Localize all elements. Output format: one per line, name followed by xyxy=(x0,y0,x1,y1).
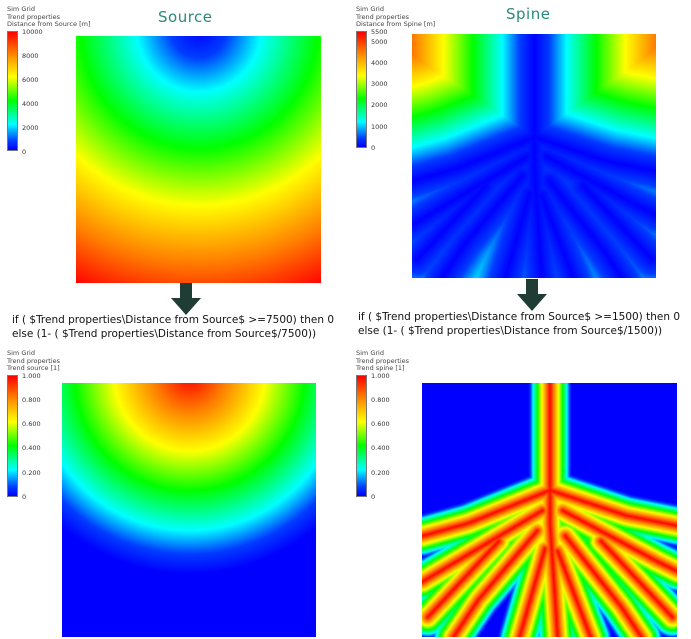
tick-label: 0 xyxy=(371,144,376,152)
spine-colorbar-ticks: 5500 5000 4000 3000 2000 1000 0 xyxy=(371,28,401,153)
trend-spine-colorbar xyxy=(356,375,367,497)
trend-source-panel: Sim Grid Trend properties Trend source [… xyxy=(0,345,345,639)
source-legend-header: Sim Grid Trend properties Distance from … xyxy=(7,5,91,29)
legend-line-property: Trend source [1] xyxy=(7,364,60,373)
tick-label: 1.000 xyxy=(22,372,41,380)
source-panel: Sim Grid Trend properties Distance from … xyxy=(0,0,345,290)
tick-label: 5500 xyxy=(371,28,388,36)
tick-label: 5000 xyxy=(371,38,388,46)
spine-title: Spine xyxy=(506,5,551,23)
trend-source-legend-header: Sim Grid Trend properties Trend source [… xyxy=(7,349,61,373)
formula-line: if ( $Trend properties\Distance from Sou… xyxy=(358,311,681,323)
trend-spine-map xyxy=(422,383,677,637)
tick-label: 4000 xyxy=(371,59,388,67)
source-map xyxy=(76,36,321,283)
legend-line-folder: Trend properties xyxy=(7,356,61,365)
source-colorbar xyxy=(7,31,18,151)
tick-label: 2000 xyxy=(22,124,39,132)
tick-label: 2000 xyxy=(371,101,388,109)
trend-source-colorbar-ticks: 1.000 0.800 0.600 0.400 0.200 0 xyxy=(22,372,52,502)
down-arrow-icon xyxy=(171,283,201,315)
legend-line-folder: Trend properties xyxy=(356,356,410,365)
legend-line-grid: Sim Grid xyxy=(356,349,384,357)
tick-label: 1.000 xyxy=(371,372,390,380)
legend-line-property: Distance from Source [m] xyxy=(7,20,91,29)
tick-label: 0.400 xyxy=(371,444,390,452)
tick-label: 6000 xyxy=(22,76,39,84)
formula-line: if ( $Trend properties\Distance from Sou… xyxy=(12,314,335,326)
tick-label: 10000 xyxy=(22,28,43,36)
trend-spine-legend-header: Sim Grid Trend properties Trend spine [1… xyxy=(356,349,410,373)
spine-legend-header: Sim Grid Trend properties Distance from … xyxy=(356,5,436,29)
tick-label: 0.200 xyxy=(371,469,390,477)
spine-colorbar xyxy=(356,31,367,148)
tick-label: 0 xyxy=(22,493,27,501)
tick-label: 8000 xyxy=(22,52,39,60)
tick-label: 0.800 xyxy=(22,396,41,404)
tick-label: 0.400 xyxy=(22,444,41,452)
spine-panel: Sim Grid Trend properties Distance from … xyxy=(346,0,691,290)
source-colorbar-ticks: 10000 8000 6000 4000 2000 0 xyxy=(22,28,52,156)
formula-line: else (1- ( $Trend properties\Distance fr… xyxy=(12,328,317,340)
legend-line-property: Distance from Spine [m] xyxy=(356,20,436,29)
tick-label: 0.600 xyxy=(371,420,390,428)
legend-line-folder: Trend properties xyxy=(356,12,410,21)
tick-label: 0.800 xyxy=(371,396,390,404)
trend-spine-colorbar-ticks: 1.000 0.800 0.600 0.400 0.200 0 xyxy=(371,372,401,502)
legend-line-grid: Sim Grid xyxy=(7,5,35,13)
tick-label: 1000 xyxy=(371,123,388,131)
tick-label: 4000 xyxy=(22,100,39,108)
tick-label: 0 xyxy=(371,493,376,501)
legend-line-folder: Trend properties xyxy=(7,12,61,21)
tick-label: 0.200 xyxy=(22,469,41,477)
legend-line-property: Trend spine [1] xyxy=(356,364,405,373)
trend-source-map xyxy=(62,383,316,637)
tick-label: 0.600 xyxy=(22,420,41,428)
spine-trend-formula: if ( $Trend properties\Distance from Sou… xyxy=(358,310,680,338)
legend-line-grid: Sim Grid xyxy=(356,5,384,13)
spine-map xyxy=(412,34,656,278)
trend-source-colorbar xyxy=(7,375,18,497)
source-title: Source xyxy=(158,8,213,26)
tick-label: 0 xyxy=(22,148,27,156)
tick-label: 3000 xyxy=(371,80,388,88)
formula-line: else (1- ( $Trend properties\Distance fr… xyxy=(358,325,663,337)
legend-line-grid: Sim Grid xyxy=(7,349,35,357)
source-trend-formula: if ( $Trend properties\Distance from Sou… xyxy=(12,313,334,341)
down-arrow-icon xyxy=(517,279,547,311)
trend-spine-panel: Sim Grid Trend properties Trend spine [1… xyxy=(346,345,691,639)
